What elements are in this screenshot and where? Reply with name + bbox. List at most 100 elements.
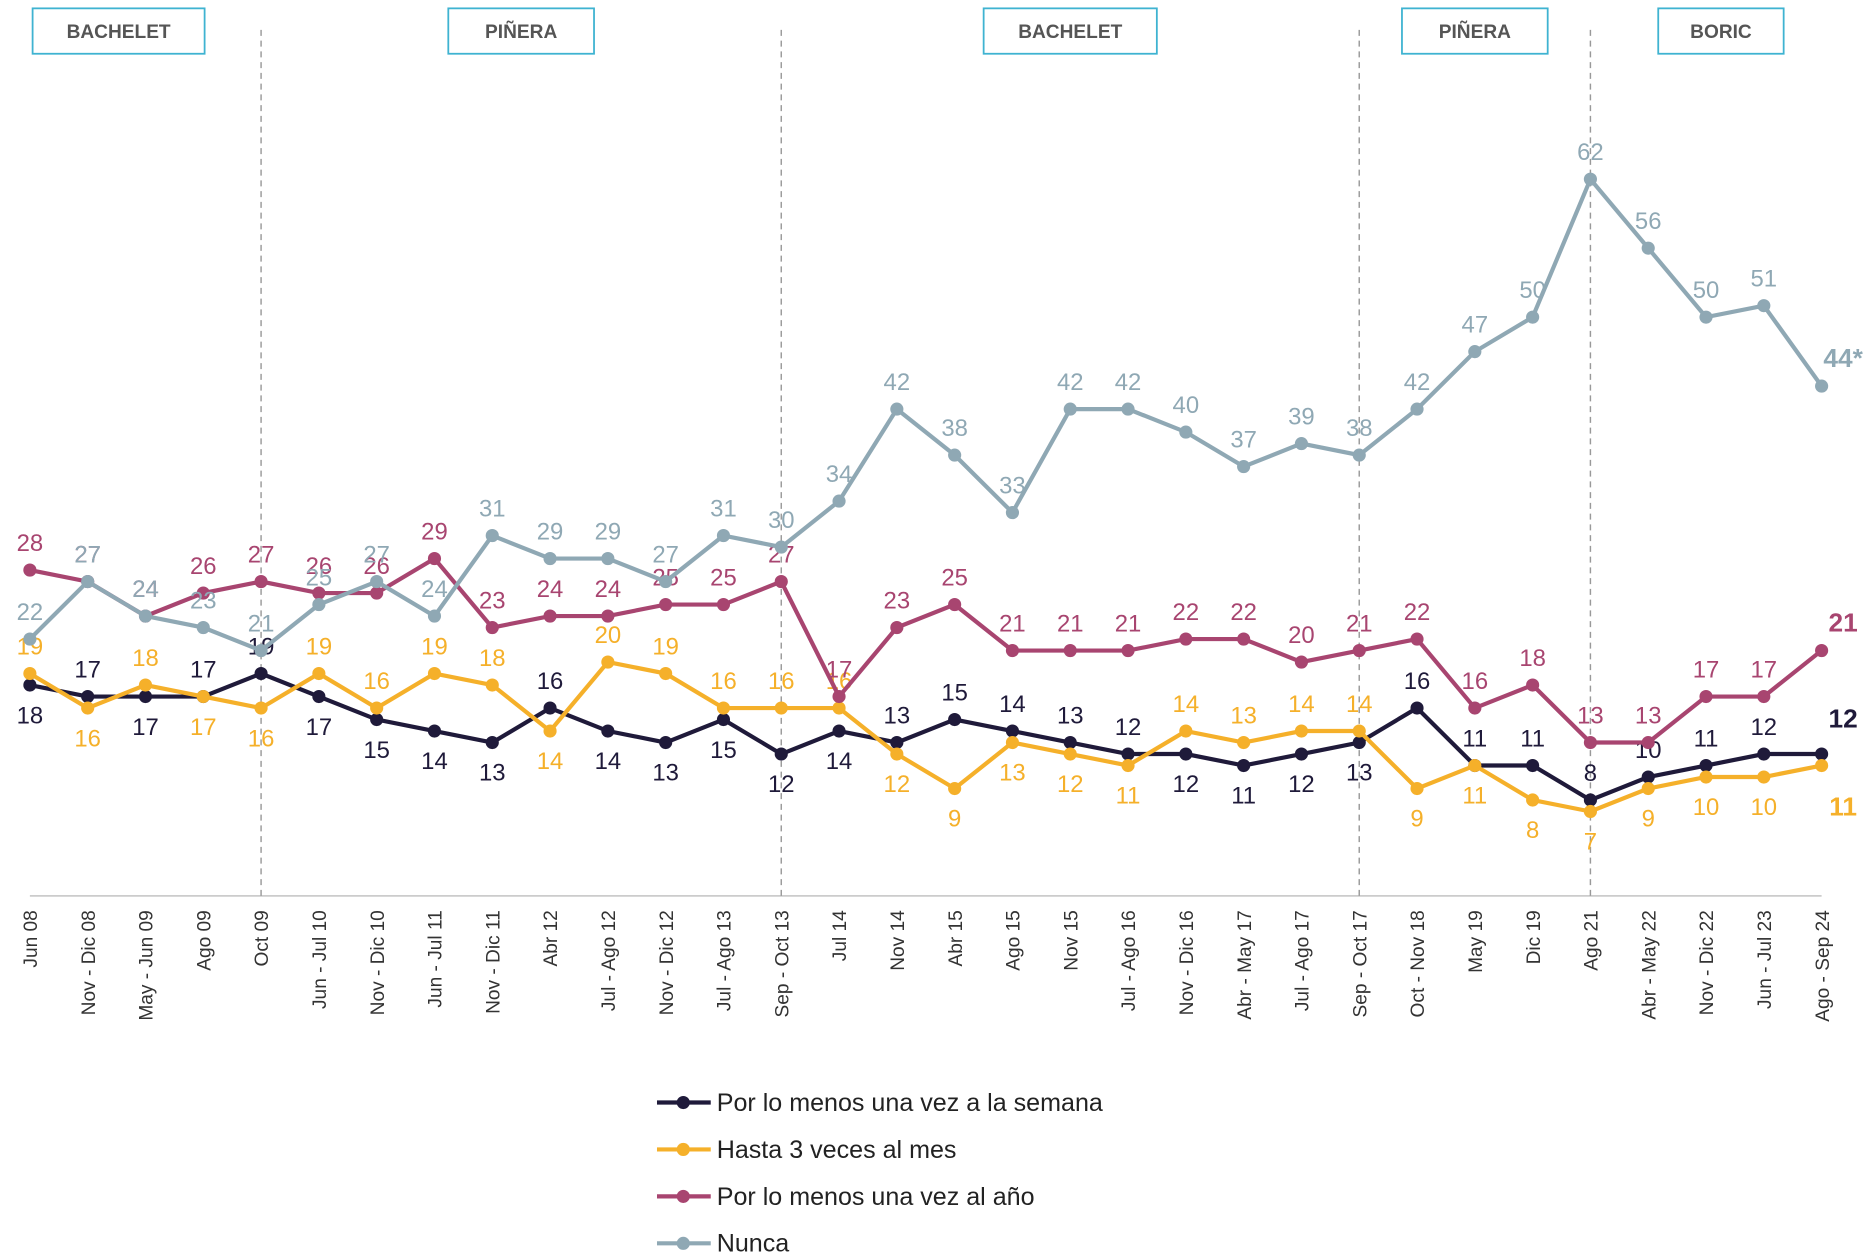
data-point <box>1757 299 1771 313</box>
data-point <box>832 689 846 704</box>
data-point <box>1699 770 1713 784</box>
data-point <box>1583 172 1597 186</box>
data-label: 17 <box>190 656 217 683</box>
data-point <box>1815 643 1829 658</box>
data-label: 12 <box>1173 771 1200 798</box>
period-box <box>447 7 595 55</box>
x-tick-label: May 19 <box>1466 910 1487 973</box>
x-tick-label: May - Jun 09 <box>137 910 158 1020</box>
data-point <box>485 678 499 692</box>
data-point <box>1468 758 1482 773</box>
data-point <box>427 666 442 681</box>
x-tick-label: Abr 12 <box>541 910 562 966</box>
data-label: 25 <box>941 564 968 591</box>
data-point <box>23 632 37 646</box>
period-label: BACHELET <box>1018 22 1122 43</box>
data-label: 38 <box>941 415 968 442</box>
x-tick-label: Ago 21 <box>1582 910 1603 971</box>
data-point <box>1121 402 1135 416</box>
x-tick-label: Jul - Ago 13 <box>715 910 736 1011</box>
data-label: 23 <box>479 587 506 614</box>
data-point <box>890 620 904 635</box>
data-label: 31 <box>479 495 506 522</box>
x-tick-label: Sep - Oct 13 <box>772 910 793 1017</box>
data-point <box>1815 747 1829 761</box>
data-label: 11 <box>1694 725 1719 752</box>
x-tick-label: Jun - Jul 11 <box>426 910 447 1007</box>
data-label: 39 <box>1288 403 1315 430</box>
period-label: BACHELET <box>67 22 171 43</box>
data-point <box>948 597 962 612</box>
data-label: 17 <box>132 714 159 741</box>
data-point <box>543 724 557 738</box>
data-label: 21 <box>1829 607 1858 637</box>
data-label: 13 <box>999 760 1026 787</box>
data-label: 19 <box>652 633 679 660</box>
data-label: 13 <box>1057 702 1084 729</box>
data-label: 62 <box>1577 139 1604 166</box>
data-point <box>485 620 499 635</box>
data-label: 18 <box>1519 645 1546 672</box>
data-point <box>1641 735 1655 750</box>
data-point <box>312 689 326 704</box>
data-label: 40 <box>1173 392 1200 419</box>
data-label: 16 <box>537 668 564 695</box>
data-point <box>1699 310 1713 324</box>
data-point <box>1526 678 1540 692</box>
data-label: 11 <box>1829 792 1857 822</box>
data-point <box>1179 747 1193 761</box>
data-point <box>601 724 615 738</box>
data-label: 27 <box>652 541 679 568</box>
data-label: 14 <box>1346 691 1373 718</box>
data-label: 34 <box>826 461 853 488</box>
data-point <box>774 701 788 715</box>
data-label: 13 <box>652 760 679 787</box>
data-point <box>370 574 384 589</box>
data-point <box>370 586 384 600</box>
data-point <box>312 597 326 612</box>
data-label: 47 <box>1462 312 1489 339</box>
legend-label: Hasta 3 veces al mes <box>717 1136 957 1164</box>
data-label: 18 <box>479 645 506 672</box>
data-label: 16 <box>1404 668 1431 695</box>
data-label: 9 <box>1410 806 1423 833</box>
data-point <box>1352 724 1366 738</box>
data-label: 14 <box>421 748 448 775</box>
x-tick-label: Abr 15 <box>946 910 967 966</box>
data-point <box>659 597 673 612</box>
x-tick-label: Nov - Dic 22 <box>1697 910 1718 1015</box>
data-point <box>774 540 788 554</box>
data-point <box>1410 781 1424 796</box>
data-point <box>1468 701 1482 715</box>
data-label: 42 <box>1115 369 1142 396</box>
data-label: 17 <box>306 714 333 741</box>
data-point <box>890 747 904 761</box>
data-point <box>1699 758 1713 773</box>
period-box <box>982 7 1158 55</box>
data-point <box>948 712 962 727</box>
data-label: 13 <box>884 702 911 729</box>
data-label: 24 <box>421 576 448 603</box>
data-label: 21 <box>999 610 1026 637</box>
x-tick-label: Ago - Sep 24 <box>1813 910 1834 1022</box>
data-label: 16 <box>248 725 275 752</box>
data-label: 42 <box>1404 369 1431 396</box>
legend-dot <box>676 1095 690 1110</box>
data-label: 22 <box>1404 599 1431 626</box>
data-label: 28 <box>17 530 44 557</box>
data-point <box>1121 747 1135 761</box>
data-point <box>716 529 731 543</box>
data-point <box>659 735 673 750</box>
x-tick-label: Nov - Dic 16 <box>1177 910 1198 1015</box>
data-point <box>138 678 153 692</box>
data-point <box>370 701 384 715</box>
data-label: 13 <box>1577 702 1604 729</box>
data-label: 16 <box>363 668 390 695</box>
data-point <box>427 609 442 623</box>
data-point <box>1352 448 1366 462</box>
data-label: 38 <box>1346 415 1373 442</box>
data-label: 16 <box>710 668 737 695</box>
series-line <box>29 555 1823 745</box>
data-label: 19 <box>306 633 333 660</box>
data-point <box>196 586 210 600</box>
